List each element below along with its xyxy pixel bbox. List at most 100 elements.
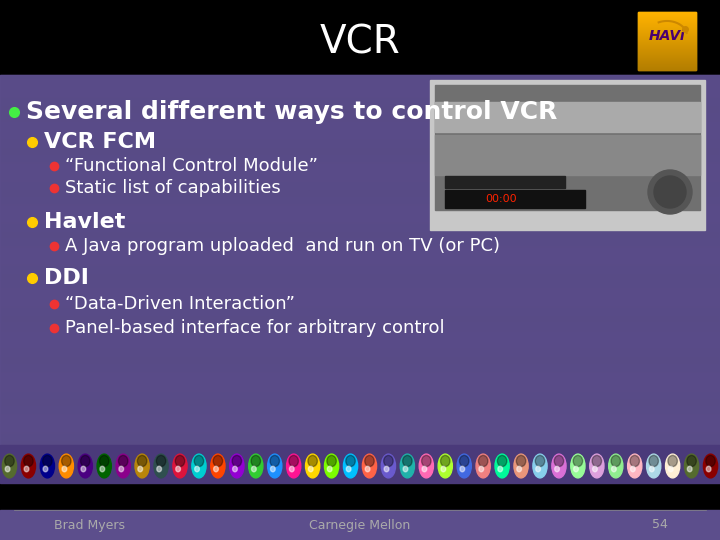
Bar bbox=[0, 201, 720, 202]
Bar bbox=[638, 48, 696, 49]
Bar bbox=[0, 218, 720, 219]
Bar bbox=[0, 236, 720, 237]
Bar bbox=[0, 130, 720, 131]
Ellipse shape bbox=[498, 466, 503, 472]
Bar bbox=[0, 436, 720, 437]
Bar bbox=[0, 209, 720, 210]
Bar bbox=[0, 428, 720, 429]
Bar bbox=[0, 310, 720, 311]
Bar bbox=[0, 396, 720, 397]
Bar bbox=[0, 116, 720, 117]
Bar bbox=[0, 250, 720, 251]
Ellipse shape bbox=[630, 455, 639, 467]
Bar bbox=[0, 332, 720, 333]
Ellipse shape bbox=[552, 454, 566, 478]
Bar bbox=[0, 257, 720, 258]
Ellipse shape bbox=[514, 454, 528, 478]
Bar bbox=[0, 203, 720, 204]
Bar bbox=[0, 410, 720, 411]
Bar bbox=[0, 341, 720, 342]
Bar bbox=[0, 356, 720, 357]
Bar bbox=[0, 355, 720, 356]
Text: Several different ways to control VCR: Several different ways to control VCR bbox=[26, 100, 557, 124]
Bar bbox=[638, 44, 696, 45]
Bar bbox=[0, 443, 720, 444]
Bar bbox=[0, 404, 720, 405]
Ellipse shape bbox=[176, 466, 181, 472]
Bar bbox=[0, 411, 720, 412]
Bar bbox=[638, 12, 696, 13]
Ellipse shape bbox=[608, 454, 623, 478]
Ellipse shape bbox=[230, 454, 244, 478]
Bar bbox=[0, 445, 720, 446]
Ellipse shape bbox=[308, 455, 318, 467]
Ellipse shape bbox=[251, 466, 256, 472]
Bar bbox=[0, 374, 720, 375]
Bar bbox=[638, 63, 696, 64]
Ellipse shape bbox=[668, 455, 678, 467]
Ellipse shape bbox=[422, 455, 431, 467]
Bar bbox=[0, 291, 720, 292]
Bar bbox=[0, 162, 720, 163]
Bar bbox=[0, 307, 720, 308]
Bar bbox=[0, 200, 720, 201]
Bar bbox=[0, 389, 720, 390]
Bar bbox=[0, 75, 720, 76]
Bar bbox=[0, 375, 720, 376]
Bar bbox=[0, 205, 720, 206]
Bar bbox=[0, 131, 720, 132]
Bar bbox=[0, 184, 720, 185]
Bar bbox=[0, 433, 720, 434]
Ellipse shape bbox=[119, 466, 124, 472]
Ellipse shape bbox=[687, 455, 696, 467]
Ellipse shape bbox=[365, 455, 374, 467]
Bar bbox=[0, 337, 720, 338]
Bar bbox=[0, 426, 720, 427]
Bar bbox=[0, 510, 720, 540]
Bar bbox=[0, 153, 720, 154]
Bar bbox=[638, 64, 696, 65]
Bar bbox=[0, 207, 720, 208]
Bar bbox=[0, 412, 720, 413]
Ellipse shape bbox=[611, 455, 621, 467]
Bar bbox=[638, 56, 696, 57]
Bar bbox=[0, 196, 720, 197]
Bar bbox=[0, 83, 720, 84]
Bar bbox=[0, 107, 720, 108]
Bar bbox=[0, 456, 720, 457]
Bar bbox=[0, 384, 720, 385]
Bar bbox=[638, 33, 696, 34]
Ellipse shape bbox=[154, 454, 168, 478]
Bar bbox=[0, 111, 720, 112]
Bar bbox=[638, 54, 696, 55]
Ellipse shape bbox=[211, 454, 225, 478]
Ellipse shape bbox=[574, 466, 578, 472]
Ellipse shape bbox=[271, 466, 275, 472]
Bar bbox=[0, 88, 720, 89]
Bar bbox=[0, 473, 720, 474]
Text: “Data-Driven Interaction”: “Data-Driven Interaction” bbox=[65, 295, 295, 313]
Bar bbox=[0, 416, 720, 417]
Bar bbox=[0, 405, 720, 406]
Ellipse shape bbox=[516, 455, 526, 467]
Ellipse shape bbox=[554, 455, 564, 467]
Bar bbox=[0, 109, 720, 110]
Bar bbox=[0, 269, 720, 270]
Bar bbox=[0, 79, 720, 80]
Bar bbox=[0, 237, 720, 238]
Bar bbox=[0, 97, 720, 98]
Bar bbox=[0, 243, 720, 244]
Bar bbox=[0, 276, 720, 277]
Bar bbox=[638, 36, 696, 37]
Bar bbox=[0, 272, 720, 273]
Bar bbox=[0, 152, 720, 153]
Bar bbox=[0, 235, 720, 236]
Bar bbox=[0, 77, 720, 78]
Bar bbox=[0, 365, 720, 366]
Bar bbox=[0, 93, 720, 94]
Bar bbox=[0, 360, 720, 361]
Bar bbox=[0, 160, 720, 161]
Ellipse shape bbox=[97, 454, 112, 478]
Bar bbox=[0, 222, 720, 223]
Bar bbox=[0, 170, 720, 171]
